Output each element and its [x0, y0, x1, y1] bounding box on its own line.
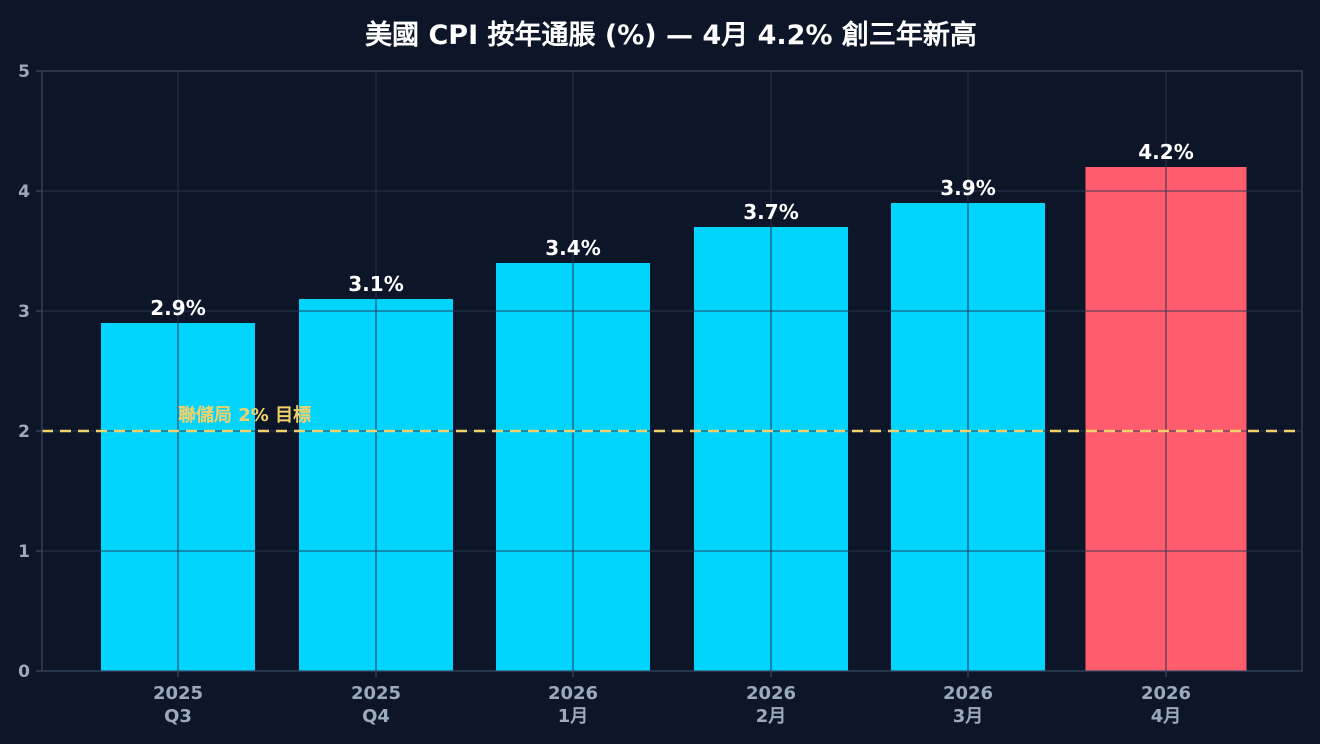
bar-value-label: 3.1% [348, 272, 403, 296]
bar-value-label: 3.9% [940, 176, 995, 200]
x-tick-label-year: 2026 [943, 683, 993, 704]
y-tick-label: 1 [18, 542, 30, 562]
value-labels: 2.9% 3.1% 3.4% 3.7% 3.9% 4.2% [150, 140, 1193, 320]
reference-line-group: 聯儲局 2% 目標 [42, 404, 1302, 433]
plot-frame [41, 70, 1303, 672]
y-tick-label: 5 [18, 62, 30, 82]
x-tick-label-period: Q4 [362, 706, 390, 727]
x-tick-label-year: 2026 [548, 683, 598, 704]
x-tick-label-period: 4月 [1151, 706, 1182, 727]
fed-target-label: 聯儲局 2% 目標 [178, 404, 311, 426]
x-tick-label-year: 2025 [153, 683, 203, 704]
y-tick-label: 4 [18, 182, 30, 202]
x-tick-label-year: 2025 [351, 683, 401, 704]
y-tick-label: 0 [18, 662, 30, 682]
x-tick-label-period: 3月 [953, 706, 984, 727]
x-tick-label-year: 2026 [746, 683, 796, 704]
bar-value-label: 4.2% [1138, 140, 1193, 164]
bar-value-label: 3.4% [545, 236, 600, 260]
x-tick-label-year: 2026 [1141, 683, 1191, 704]
x-tick-label-period: 2月 [756, 706, 787, 727]
x-tick-label-period: Q3 [164, 706, 192, 727]
chart-title: 美國 CPI 按年通脹 (%) — 4月 4.2% 創三年新高 [365, 19, 977, 51]
x-tick-label-period: 1月 [558, 706, 589, 727]
axes [36, 70, 1303, 677]
y-tick-label: 2 [18, 422, 30, 442]
bar-value-label: 2.9% [150, 296, 205, 320]
bar-value-label: 3.7% [743, 200, 798, 224]
tick-labels: 0123452025Q32025Q420261月20262月20263月2026… [18, 62, 1191, 727]
y-tick-label: 3 [18, 302, 30, 322]
